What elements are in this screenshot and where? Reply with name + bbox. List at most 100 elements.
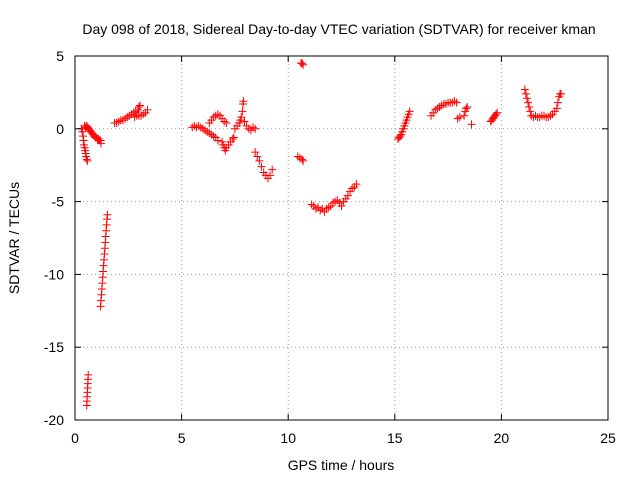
data-point (520, 85, 529, 94)
data-point (94, 134, 103, 143)
data-point (207, 130, 216, 139)
x-tick-label: 10 (280, 430, 296, 446)
data-point (437, 101, 446, 110)
data-point (492, 110, 501, 119)
data-point (307, 200, 316, 209)
data-point (136, 101, 145, 110)
data-point (452, 98, 461, 107)
data-point (137, 111, 146, 120)
data-point (462, 104, 471, 113)
data-point (460, 111, 469, 120)
data-point (522, 94, 531, 103)
data-point (546, 111, 555, 120)
x-axis-title: GPS time / hours (288, 457, 395, 473)
data-point (521, 89, 530, 98)
y-tick-label: -15 (44, 339, 64, 355)
data-point (121, 114, 130, 123)
data-point (433, 104, 442, 113)
data-point (82, 155, 91, 164)
data-point (352, 180, 361, 189)
data-point (463, 102, 472, 111)
data-point (239, 97, 248, 106)
data-point (441, 100, 450, 109)
data-point (201, 126, 210, 135)
y-axis-title: SDTVAR / TECUs (6, 182, 22, 294)
data-point (299, 60, 308, 69)
data-point (343, 191, 352, 200)
data-point (237, 113, 246, 122)
axis-ticks (74, 55, 609, 421)
data-point (220, 117, 229, 126)
data-point (114, 117, 123, 126)
data-point (553, 98, 562, 107)
data-point (524, 98, 533, 107)
data-point (209, 113, 218, 122)
data-point (240, 117, 249, 126)
data-point (249, 123, 258, 132)
data-point (251, 124, 260, 133)
y-tick-label: -10 (44, 266, 64, 282)
data-point (83, 156, 92, 165)
x-tick-label: 15 (387, 430, 403, 446)
y-tick-label: -20 (44, 412, 64, 428)
data-point (453, 114, 462, 123)
data-point (198, 124, 207, 133)
data-point (493, 108, 502, 117)
data-point (348, 184, 357, 193)
x-tick-label: 25 (600, 430, 616, 446)
data-point (298, 155, 307, 164)
y-tick-labels: -20 -15 -10 -5 0 5 (44, 48, 64, 428)
data-point (431, 105, 440, 114)
y-tick-label: 0 (56, 121, 64, 137)
y-tick-label: 5 (56, 48, 64, 64)
data-point (255, 156, 264, 165)
data-point (84, 370, 93, 379)
data-point (213, 110, 222, 119)
x-tick-label: 0 (71, 430, 79, 446)
data-point (203, 127, 212, 136)
data-point (299, 156, 308, 165)
data-point (222, 118, 231, 127)
data-point (112, 118, 121, 127)
data-point (266, 171, 275, 180)
data-point (134, 102, 143, 111)
data-point (526, 107, 535, 116)
data-point (324, 203, 333, 212)
data-point (125, 111, 134, 120)
data-point (103, 210, 112, 219)
chart-title: Day 098 of 2018, Sidereal Day-to-day VTE… (82, 21, 595, 37)
data-point (337, 201, 346, 210)
data-point (228, 134, 237, 143)
data-point (213, 136, 222, 145)
data-point (253, 152, 262, 161)
data-point (396, 132, 405, 141)
data-point (257, 162, 266, 171)
data-point (557, 89, 566, 98)
data-point (251, 148, 260, 157)
data-point (544, 113, 553, 122)
y-tick-label: -5 (52, 194, 65, 210)
data-point (450, 97, 459, 106)
data-point (322, 204, 331, 213)
plot-frame (74, 55, 609, 421)
data-points (77, 59, 566, 410)
data-point (435, 102, 444, 111)
x-tick-label: 20 (494, 430, 510, 446)
data-point (331, 197, 340, 206)
data-point (196, 123, 205, 132)
data-point (268, 165, 277, 174)
data-point (552, 104, 561, 113)
data-point (205, 129, 214, 138)
data-point (131, 107, 140, 116)
data-point (405, 107, 414, 116)
data-point (209, 132, 218, 141)
data-point (139, 110, 148, 119)
data-point (130, 113, 139, 122)
data-point (467, 120, 476, 129)
data-point (525, 102, 534, 111)
data-point (118, 116, 127, 125)
x-tick-labels: 0 5 10 15 20 25 (71, 430, 616, 446)
data-point (143, 105, 152, 114)
data-point (97, 139, 106, 148)
